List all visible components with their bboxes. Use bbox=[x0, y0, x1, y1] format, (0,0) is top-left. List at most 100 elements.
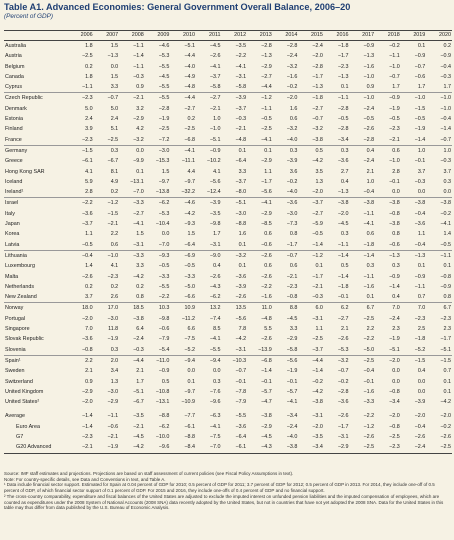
cell-value: −0.5 bbox=[312, 231, 323, 238]
cell-value: −3.6 bbox=[286, 200, 298, 207]
cell-value: −0.7 bbox=[389, 73, 400, 80]
cell-value: −3.6 bbox=[81, 210, 93, 217]
cell-value: −3.2 bbox=[235, 252, 247, 259]
cell-value: −2.5 bbox=[349, 442, 376, 454]
cell-value: −5.5 bbox=[158, 283, 170, 290]
cell-value: 0.5 bbox=[341, 263, 349, 270]
cell-value: −0.9 bbox=[414, 273, 426, 280]
cell-value: −6.8 bbox=[261, 357, 272, 364]
cell-value: 2.8 bbox=[68, 187, 94, 199]
cell-value: −4.0 bbox=[184, 63, 195, 70]
cell-value: −8.5 bbox=[261, 221, 272, 228]
cell-value: −3.2 bbox=[312, 126, 323, 133]
cell-value: −0.1 bbox=[323, 292, 350, 304]
cell-value: −3.0 bbox=[107, 315, 119, 322]
cell-value: −2.9 bbox=[107, 399, 119, 406]
cell-value: 0.6 bbox=[93, 239, 120, 251]
cell-value: −3.3 bbox=[158, 273, 170, 280]
cell-value: −5.4 bbox=[144, 344, 171, 356]
cell-value: 1.7 bbox=[375, 82, 401, 94]
cell-value: 3.3 bbox=[136, 263, 144, 270]
cell-value: −3.0 bbox=[235, 210, 247, 217]
cell-value: −6.1 bbox=[221, 442, 248, 454]
cell-value: −0.8 bbox=[68, 344, 94, 356]
cell-value: −6.1 bbox=[81, 158, 93, 165]
cell-value: 1.5 bbox=[161, 168, 170, 175]
cell-value: 1.5 bbox=[110, 73, 119, 80]
table-row: Slovak Republic −3.6 −1.9 −2.4 −7.9 −7.5 −4.1 −… bbox=[4, 334, 452, 344]
cell-value: 0.3 bbox=[110, 147, 119, 154]
cell-value: −4.9 bbox=[184, 73, 195, 80]
cell-value: −2.0 bbox=[440, 413, 451, 420]
cell-value: 1.1 bbox=[315, 326, 323, 333]
cell-value: −3.4 bbox=[298, 442, 324, 454]
cell-value: −4.8 bbox=[261, 315, 272, 322]
cell-value: 3.5 bbox=[315, 168, 323, 175]
cell-value: −0.8 bbox=[389, 423, 400, 430]
cell-value: −5.6 bbox=[209, 178, 221, 185]
row-label: United States² bbox=[5, 399, 40, 406]
cell-value: −2.4 bbox=[312, 43, 323, 49]
cell-value: −1.6 bbox=[247, 292, 273, 304]
cell-value: −3.3 bbox=[184, 273, 195, 280]
cell-value: −2.4 bbox=[389, 315, 400, 322]
cell-value: 3.3 bbox=[289, 326, 298, 333]
cell-value: −0.4 bbox=[414, 423, 426, 430]
cell-value: 13.5 bbox=[235, 305, 247, 312]
cell-value: −2.2 bbox=[81, 200, 93, 207]
cell-value: −4.7 bbox=[261, 399, 272, 406]
cell-value: −1.7 bbox=[272, 239, 299, 251]
cell-value: −2.3 bbox=[68, 134, 94, 146]
cell-value: −1.3 bbox=[323, 187, 350, 199]
cell-value: −4.2 bbox=[440, 399, 451, 406]
cell-value: 7.0 bbox=[417, 305, 426, 312]
cell-value: −0.8 bbox=[389, 388, 400, 395]
cell-value: −2.5 bbox=[363, 357, 375, 364]
cell-value: −0.3 bbox=[119, 344, 145, 356]
cell-value: −3.6 bbox=[337, 158, 349, 165]
cell-value: −1.0 bbox=[440, 95, 451, 102]
cell-value: 1.4 bbox=[85, 263, 93, 270]
cell-value: −4.5 bbox=[133, 433, 144, 440]
cell-value: −2.5 bbox=[184, 126, 195, 133]
row-label: Belgium bbox=[5, 63, 25, 70]
cell-value: −4.5 bbox=[209, 43, 221, 49]
cell-value: −1.5 bbox=[440, 357, 451, 364]
cell-value: 2.1 bbox=[366, 168, 375, 175]
cell-value: −1.0 bbox=[209, 126, 221, 133]
cell-value: −1.2 bbox=[312, 252, 323, 259]
table-row: France −2.3 −2.5 −3.2 −7.2 −6.8 −5.1 −4.8 −4.1 −4… bbox=[4, 134, 452, 146]
row-label: Austria bbox=[5, 53, 22, 60]
cell-value: −0.9 bbox=[440, 283, 451, 290]
cell-value: −4.0 bbox=[286, 433, 298, 440]
cell-value: −0.3 bbox=[298, 292, 324, 304]
cell-value: −13.1 bbox=[130, 178, 144, 185]
cell-value: −2.9 bbox=[81, 388, 93, 395]
cell-value: −0.6 bbox=[158, 326, 170, 333]
cell-value: 0.1 bbox=[417, 263, 426, 270]
cell-value: 0.1 bbox=[238, 263, 247, 270]
cell-value: −5.0 bbox=[184, 283, 195, 290]
year-header: 2020 bbox=[426, 30, 452, 41]
cell-value: −5.3 bbox=[158, 53, 170, 60]
cell-value: −2.2 bbox=[363, 336, 375, 343]
cell-value: −3.1 bbox=[221, 344, 248, 356]
cell-value: −5.6 bbox=[247, 187, 273, 199]
row-label: Canada bbox=[5, 73, 24, 80]
cell-value: 0.7 bbox=[400, 292, 427, 304]
cell-value: −13.9 bbox=[247, 344, 273, 356]
data-table: 2006 2007 2008 2009 2010 2011 2012 2013 2014 2015… bbox=[4, 30, 452, 454]
cell-value: −0.7 bbox=[107, 95, 119, 102]
cell-value: −4.3 bbox=[209, 283, 221, 290]
cell-value: −2.5 bbox=[426, 442, 452, 454]
cell-value: −0.4 bbox=[440, 116, 451, 123]
cell-value: −1.0 bbox=[107, 252, 119, 259]
cell-value: 0.3 bbox=[392, 263, 400, 270]
cell-value: −5.7 bbox=[286, 388, 298, 395]
cell-value: 17.0 bbox=[107, 305, 119, 312]
cell-value: −3.5 bbox=[209, 210, 221, 217]
cell-value: −2.4 bbox=[133, 336, 144, 343]
cell-value: 10.9 bbox=[184, 305, 195, 312]
cell-value: −5.5 bbox=[158, 63, 170, 70]
cell-value: −2.9 bbox=[261, 63, 272, 70]
